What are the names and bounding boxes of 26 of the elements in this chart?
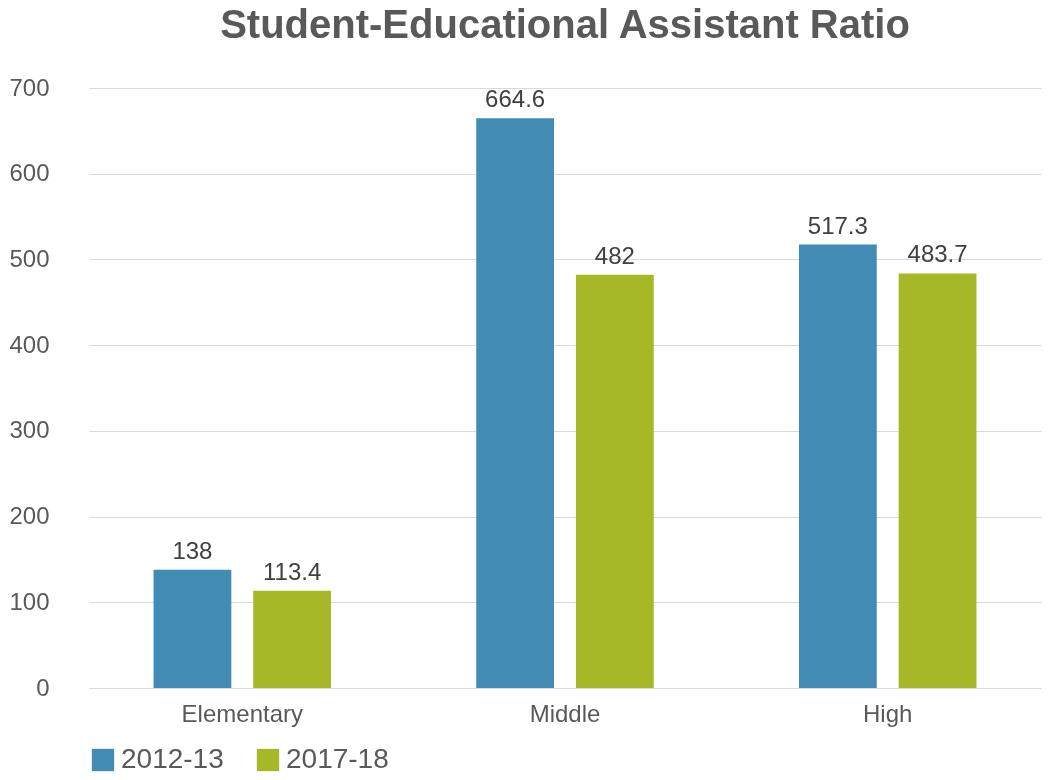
y-tick-label: 100	[9, 587, 50, 615]
y-tick-label: 200	[9, 502, 50, 530]
bar	[476, 118, 555, 688]
data-label: 483.7	[907, 240, 968, 268]
chart-title: Student-Educational Assistant Ratio	[220, 2, 910, 46]
data-label: 517.3	[807, 211, 868, 239]
y-tick-label: 0	[36, 673, 50, 701]
data-label: 138	[172, 536, 213, 564]
legend-label: 2012-13	[121, 743, 224, 774]
x-tick-label: Elementary	[181, 699, 303, 727]
x-tick-label: Middle	[529, 699, 601, 727]
bar	[798, 244, 877, 688]
x-tick-label: High	[863, 699, 913, 727]
bar	[898, 273, 977, 688]
data-label: 482	[594, 241, 635, 269]
y-tick-label: 400	[9, 330, 50, 358]
data-label: 113.4	[263, 557, 322, 585]
y-tick-label: 600	[9, 159, 50, 187]
bar	[153, 569, 232, 688]
y-tick-label: 500	[9, 244, 50, 272]
data-label: 664.6	[485, 85, 546, 113]
legend-label: 2017-18	[286, 743, 389, 774]
bar	[575, 274, 654, 688]
y-tick-label: 700	[9, 73, 50, 101]
y-tick-label: 300	[9, 416, 50, 444]
bar	[253, 590, 332, 688]
